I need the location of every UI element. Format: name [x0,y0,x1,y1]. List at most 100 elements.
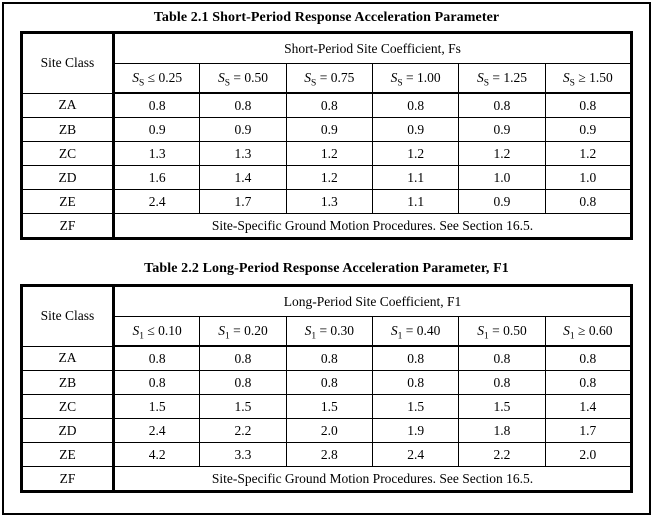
value-cell: 0.9 [112,117,201,142]
site-class-header: Site Class [21,285,115,347]
row-label: ZB [21,370,115,395]
variable-symbol: S [132,70,139,85]
condition-text: ≥ 1.50 [578,70,613,85]
row-label: ZF [21,466,115,492]
table-2-2-title: Table 2.2 Long-Period Response Accelerat… [144,261,509,276]
value-cell: 1.3 [112,141,201,166]
value-cell: 1.2 [458,141,546,166]
value-cell: 1.8 [458,418,546,443]
value-cell: 2.2 [458,442,546,467]
value-cell: 1.3 [285,189,373,214]
variable-subscript: 1 [397,331,403,342]
table-row: ZA 0.8 0.8 0.8 0.8 0.8 0.8 [21,92,633,118]
value-cell: 0.9 [285,117,373,142]
table-row: ZA 0.8 0.8 0.8 0.8 0.8 0.8 [21,345,633,371]
variable-symbol: S [132,323,140,338]
value-cell: 2.8 [285,442,373,467]
row-label: ZC [21,394,115,419]
value-cell: 0.8 [458,92,546,118]
table-2-2: Site Class Long-Period Site Coefficient,… [20,284,633,493]
value-cell: 1.0 [458,165,546,190]
condition-text: ≤ 0.25 [147,70,183,85]
variable-subscript: 1 [224,331,230,342]
condition-text: ≥ 0.60 [578,323,613,338]
value-cell: 0.8 [112,92,201,118]
value-cell: 0.8 [371,370,460,395]
column-header: S1 = 0.50 [458,316,546,347]
row-label: ZD [21,165,115,190]
row-label: ZF [21,213,115,239]
column-header: SS = 0.75 [285,63,373,94]
value-cell: 1.0 [544,165,633,190]
variable-subscript: S [397,78,403,89]
table-row: ZD 1.6 1.4 1.2 1.1 1.0 1.0 [21,165,633,190]
value-cell: 1.5 [371,394,460,419]
table-row: ZE 2.4 1.7 1.3 1.1 0.9 0.8 [21,189,633,214]
variable-subscript: S [311,78,317,89]
row-label: ZA [21,92,115,118]
value-cell: 4.2 [112,442,201,467]
table-row-zf: ZF Site-Specific Ground Motion Procedure… [21,213,632,239]
variable-subscript: 1 [483,331,489,342]
site-specific-note: Site-Specific Ground Motion Procedures. … [113,466,632,492]
value-cell: 0.8 [285,370,373,395]
value-cell: 0.9 [371,117,460,142]
variable-subscript: S [483,78,489,89]
value-cell: 1.6 [112,165,201,190]
value-cell: 0.8 [199,370,287,395]
variable-symbol: S [304,70,312,85]
table-row-zf: ZF Site-Specific Ground Motion Procedure… [21,466,632,492]
value-cell: 0.8 [458,345,546,371]
column-header-row: S1 ≤ 0.10 S1 = 0.20 S1 = 0.30 S1 = 0.40 … [22,316,633,347]
column-header: S1 = 0.40 [371,316,460,347]
table-2-1-title: Table 2.1 Short-Period Response Accelera… [153,10,500,25]
value-cell: 1.2 [544,141,633,166]
row-label: ZE [21,442,115,467]
value-cell: 3.3 [199,442,287,467]
value-cell: 1.5 [458,394,546,419]
value-cell: 0.9 [458,189,546,214]
condition-text: = 0.75 [319,70,355,85]
row-label: ZC [21,141,115,166]
column-header: SS = 0.50 [199,63,287,94]
value-cell: 1.5 [285,394,373,419]
value-cell: 0.8 [285,92,373,118]
value-cell: 0.8 [458,370,546,395]
column-header: S1 ≥ 0.60 [544,316,633,347]
value-cell: 0.8 [371,345,460,371]
value-cell: 0.8 [112,345,201,371]
condition-text: = 0.50 [233,70,269,85]
row-label: ZB [21,117,115,142]
value-cell: 1.1 [371,189,460,214]
variable-subscript: 1 [311,331,317,342]
column-header: SS ≥ 1.50 [544,63,633,94]
value-cell: 1.3 [199,141,287,166]
group-header-fs: Short-Period Site Coefficient, Fs [113,32,632,64]
condition-text: = 0.50 [492,323,527,338]
value-cell: 0.8 [544,189,633,214]
table-row: ZC 1.5 1.5 1.5 1.5 1.5 1.4 [21,394,633,419]
value-cell: 2.0 [544,442,633,467]
variable-symbol: S [390,323,398,338]
value-cell: 1.4 [544,394,633,419]
value-cell: 0.8 [285,345,373,371]
value-cell: 0.8 [544,345,633,371]
column-header: S1 ≤ 0.10 [112,316,201,347]
value-cell: 1.9 [371,418,460,443]
condition-text: ≤ 0.10 [147,323,182,338]
condition-text: = 1.25 [492,70,527,85]
variable-subscript: 1 [139,331,145,342]
site-specific-note: Site-Specific Ground Motion Procedures. … [113,213,632,239]
column-header-row: SS ≤ 0.25 SS = 0.50 SS = 0.75 SS = 1.00 … [22,63,633,94]
condition-text: = 0.20 [233,323,268,338]
variable-subscript: S [138,78,145,89]
value-cell: 1.2 [285,141,373,166]
table-2-1: Site Class Short-Period Site Coefficient… [20,31,633,240]
value-cell: 2.4 [371,442,460,467]
variable-symbol: S [477,323,484,338]
row-label: ZE [21,189,115,214]
variable-symbol: S [476,70,484,85]
value-cell: 0.8 [544,92,633,118]
value-cell: 1.5 [112,394,201,419]
table-row: ZE 4.2 3.3 2.8 2.4 2.2 2.0 [21,442,633,467]
